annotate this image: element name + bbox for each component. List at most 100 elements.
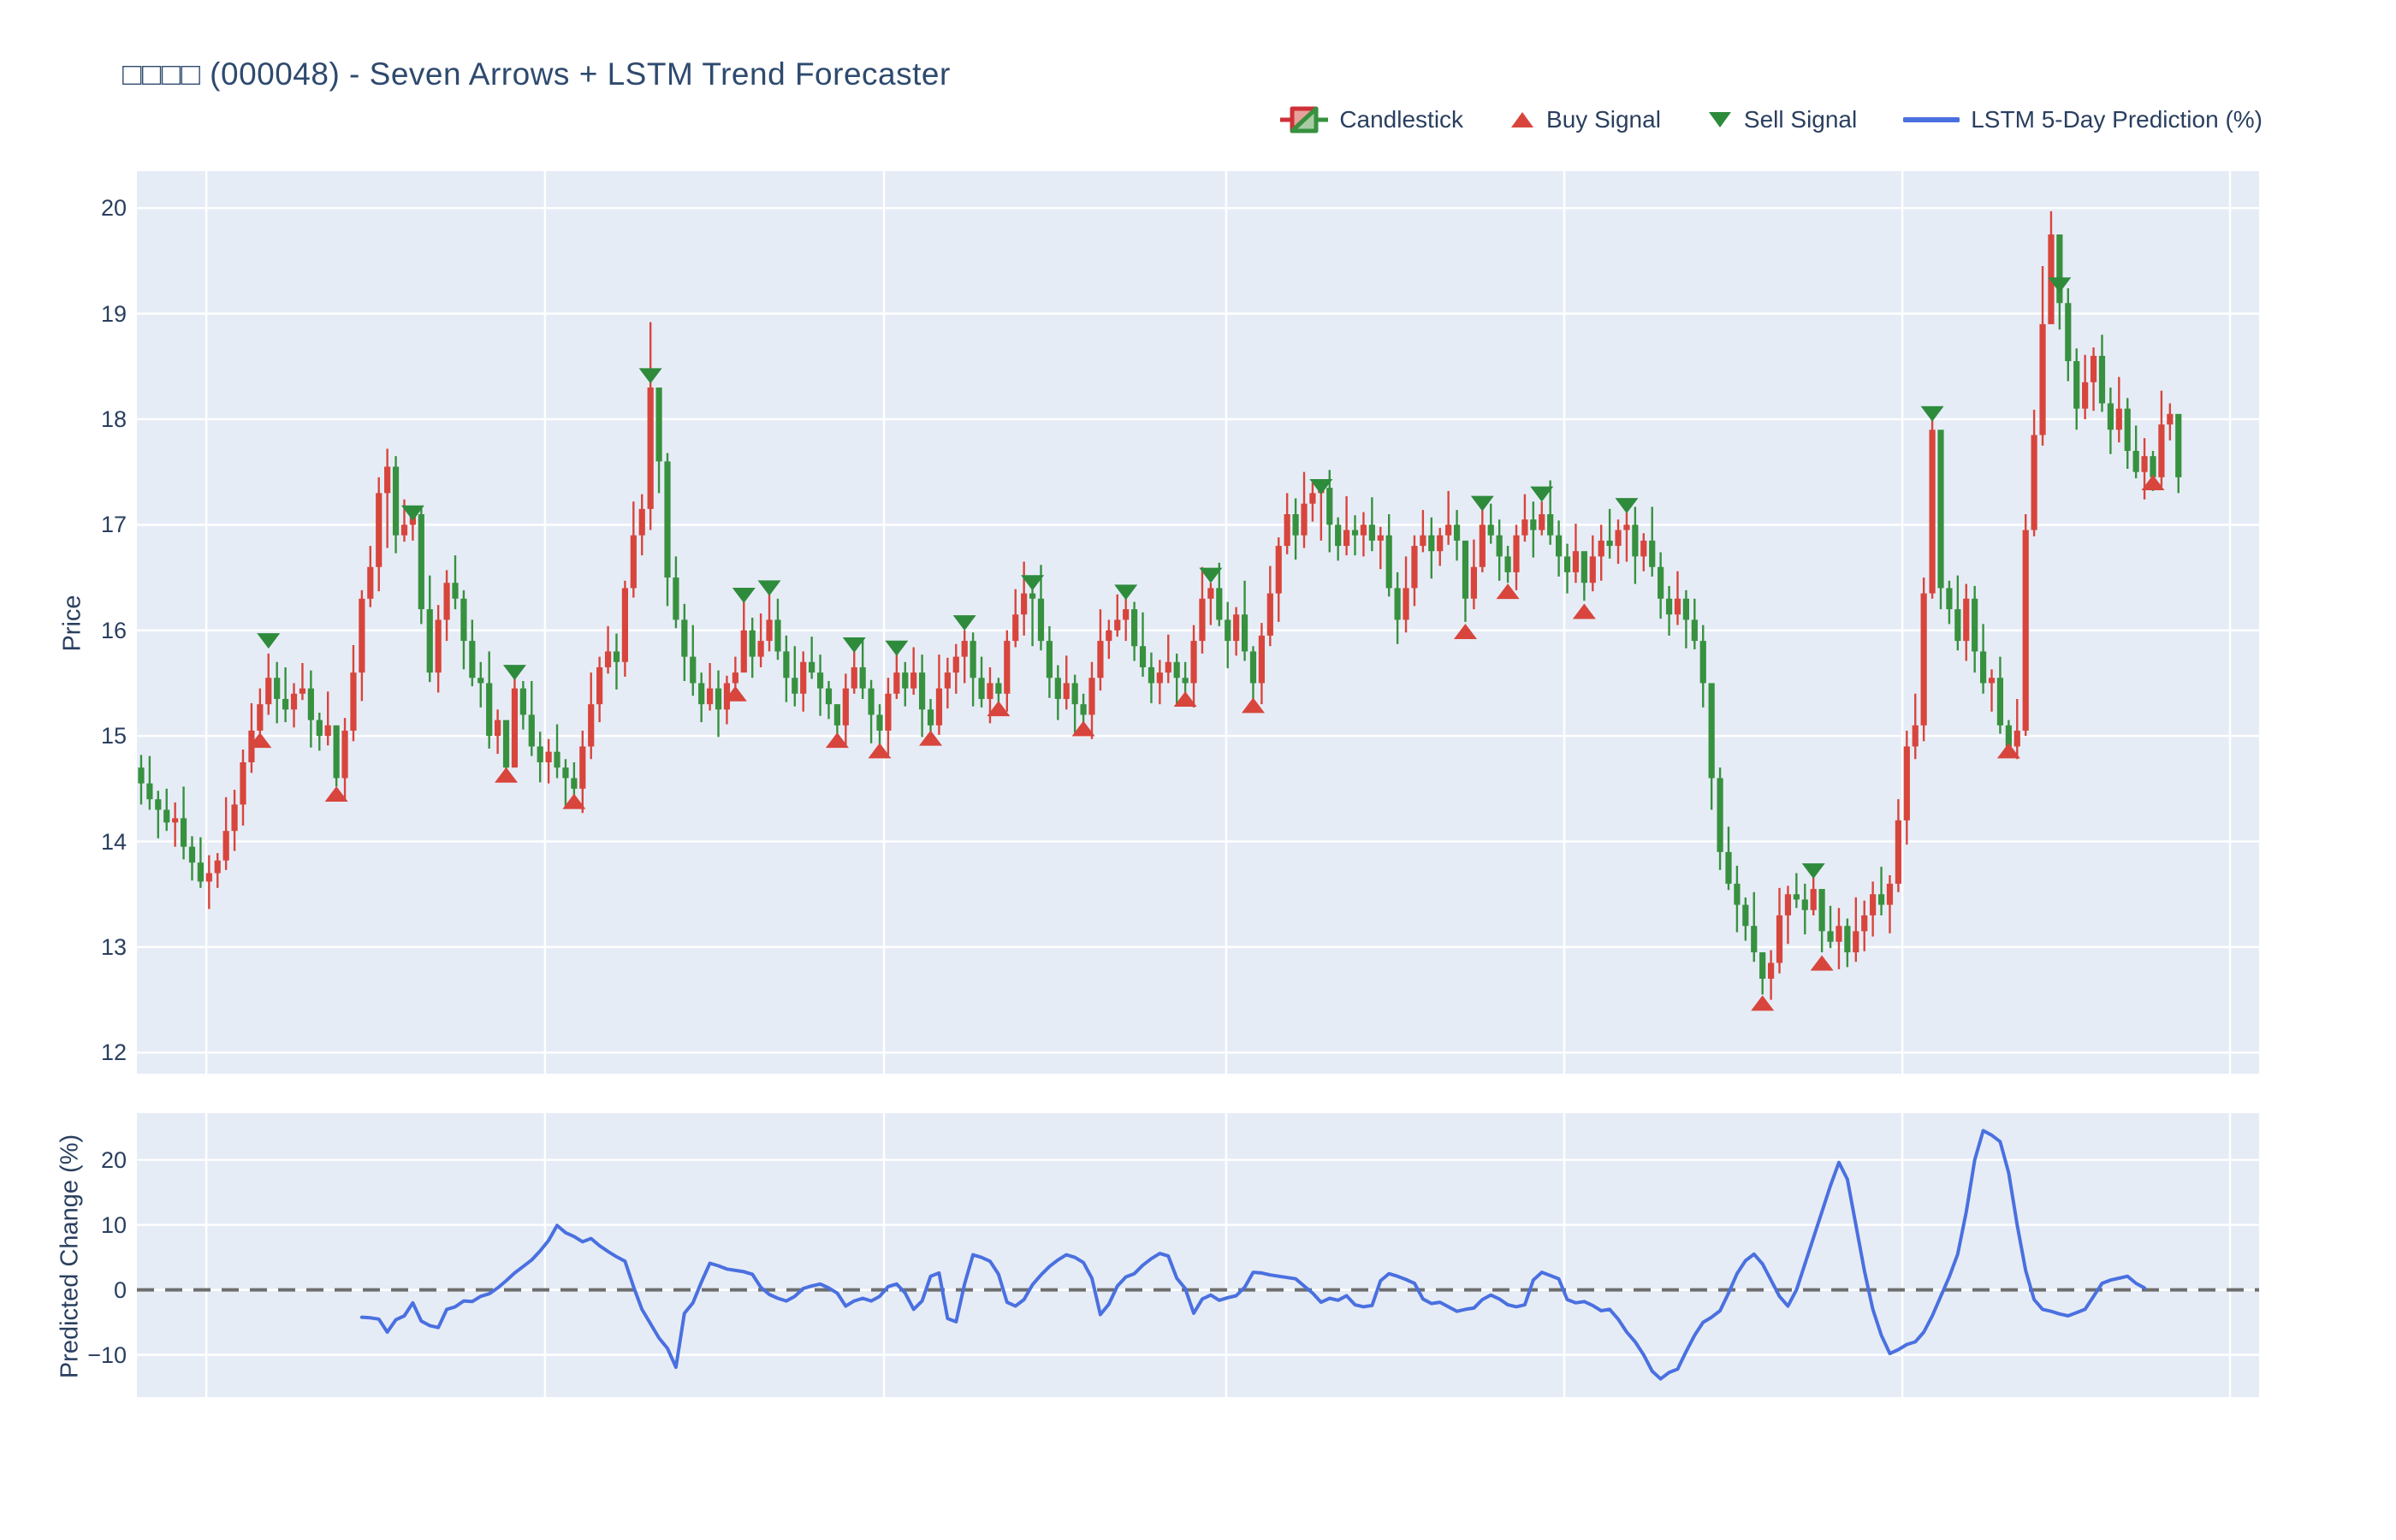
candle-body bbox=[495, 720, 501, 737]
candle-body bbox=[833, 704, 840, 726]
candle-body bbox=[1139, 646, 1147, 667]
candle-body bbox=[1996, 678, 2004, 726]
candle-body bbox=[1929, 429, 1936, 594]
candle-body bbox=[1674, 598, 1681, 615]
prediction-axis-title: Predicted Change (%) bbox=[56, 1134, 84, 1379]
candle-body bbox=[545, 751, 552, 762]
candle-body bbox=[2115, 408, 2122, 430]
candle-body bbox=[324, 725, 331, 737]
candle-body bbox=[1589, 556, 1596, 583]
candle-body bbox=[274, 678, 281, 699]
prediction-ytick-label: −10 bbox=[87, 1342, 127, 1368]
candle-body bbox=[1844, 926, 1851, 953]
candle-body bbox=[707, 688, 714, 705]
candle-body bbox=[1988, 678, 1996, 684]
candle-body bbox=[1539, 514, 1545, 530]
candle-body bbox=[1335, 524, 1342, 547]
candle-body bbox=[970, 641, 976, 678]
candle-body bbox=[1054, 678, 1061, 699]
candle-body bbox=[333, 725, 340, 779]
candle-body bbox=[367, 566, 374, 599]
price-ytick-label: 14 bbox=[100, 828, 127, 855]
price-ytick-label: 13 bbox=[100, 933, 127, 960]
candle-body bbox=[1156, 672, 1163, 684]
candle-body bbox=[1123, 609, 1130, 620]
candle-body bbox=[1751, 926, 1758, 953]
candle-body bbox=[1784, 894, 1792, 915]
candle-body bbox=[1046, 641, 1053, 678]
candle-body bbox=[571, 778, 578, 789]
sell-signal-marker bbox=[1199, 567, 1223, 583]
candle-body bbox=[1368, 524, 1375, 541]
candle-body bbox=[1114, 619, 1121, 631]
candle-body bbox=[588, 704, 595, 747]
candle-body bbox=[2039, 323, 2046, 435]
buy-signal-icon bbox=[1509, 110, 1535, 129]
price-panel[interactable] bbox=[137, 171, 2259, 1074]
candle-body bbox=[868, 688, 875, 715]
legend-item-lstm-prediction[interactable]: LSTM 5-Day Prediction (%) bbox=[1903, 106, 2263, 133]
chart-title: □□□□ (000048) - Seven Arrows + LSTM Tren… bbox=[122, 56, 951, 92]
candle-body bbox=[214, 860, 221, 874]
candle-body bbox=[282, 698, 289, 710]
legend-item-sell-signal[interactable]: Sell Signal bbox=[1707, 106, 1857, 133]
candle-body bbox=[1377, 535, 1384, 541]
candle-body bbox=[1870, 894, 1877, 915]
sell-signal-marker bbox=[952, 615, 976, 631]
buy-signal-marker bbox=[248, 732, 272, 749]
candle-body bbox=[1029, 593, 1036, 599]
sell-signal-marker bbox=[842, 637, 866, 654]
candle-body bbox=[987, 683, 993, 699]
price-ytick-label: 20 bbox=[100, 195, 127, 222]
legend-item-candlestick[interactable]: Candlestick bbox=[1280, 103, 1463, 137]
legend: Candlestick Buy Signal Sell Signal LSTM … bbox=[1280, 103, 2263, 137]
price-ytick-label: 12 bbox=[100, 1040, 127, 1066]
candle-body bbox=[1827, 931, 1834, 942]
candle-body bbox=[477, 678, 484, 684]
candle-body bbox=[579, 746, 586, 789]
candle-body bbox=[257, 704, 264, 731]
candle-body bbox=[1403, 588, 1409, 620]
candle-body bbox=[1088, 678, 1095, 715]
candle-body bbox=[138, 767, 145, 784]
candle-body bbox=[1725, 851, 1732, 884]
candle-body bbox=[1556, 535, 1563, 557]
prediction-ytick-label: 20 bbox=[100, 1146, 127, 1173]
candle-body bbox=[1301, 503, 1308, 536]
candle-body bbox=[1937, 429, 1944, 589]
sell-signal-marker bbox=[757, 580, 781, 596]
candle-body bbox=[1665, 598, 1673, 615]
candle-body bbox=[859, 666, 866, 689]
candle-body bbox=[809, 661, 815, 673]
candle-body bbox=[1861, 915, 1868, 932]
candle-body bbox=[2158, 424, 2165, 477]
candle-body bbox=[1581, 551, 1587, 583]
buy-signal-marker bbox=[562, 793, 586, 809]
prediction-panel[interactable] bbox=[137, 1113, 2259, 1397]
candle-body bbox=[554, 751, 560, 768]
candle-body bbox=[1284, 514, 1290, 547]
candle-body bbox=[359, 598, 365, 673]
candle-body bbox=[2073, 361, 2080, 409]
candle-body bbox=[1207, 588, 1214, 599]
candle-body bbox=[1530, 519, 1537, 530]
candle-body bbox=[1972, 598, 1978, 652]
candle-body bbox=[613, 651, 620, 662]
price-ytick-label: 17 bbox=[100, 512, 127, 538]
candle-body bbox=[1682, 598, 1689, 620]
sell-signal-icon bbox=[1707, 110, 1733, 129]
candle-body bbox=[604, 651, 612, 667]
buy-signal-marker bbox=[825, 732, 849, 749]
candle-body bbox=[537, 746, 543, 762]
sell-signal-marker bbox=[1114, 584, 1138, 601]
buy-signal-marker bbox=[1572, 603, 1596, 619]
candle-body bbox=[299, 688, 306, 694]
candle-body bbox=[1343, 530, 1350, 547]
candle-body bbox=[316, 720, 323, 737]
candle-body bbox=[885, 693, 892, 731]
legend-item-buy-signal[interactable]: Buy Signal bbox=[1509, 106, 1661, 133]
candle-body bbox=[2167, 413, 2174, 425]
buy-signal-marker bbox=[1751, 995, 1775, 1011]
lstm-prediction-line bbox=[359, 1128, 2147, 1381]
candle-body bbox=[1241, 614, 1248, 652]
